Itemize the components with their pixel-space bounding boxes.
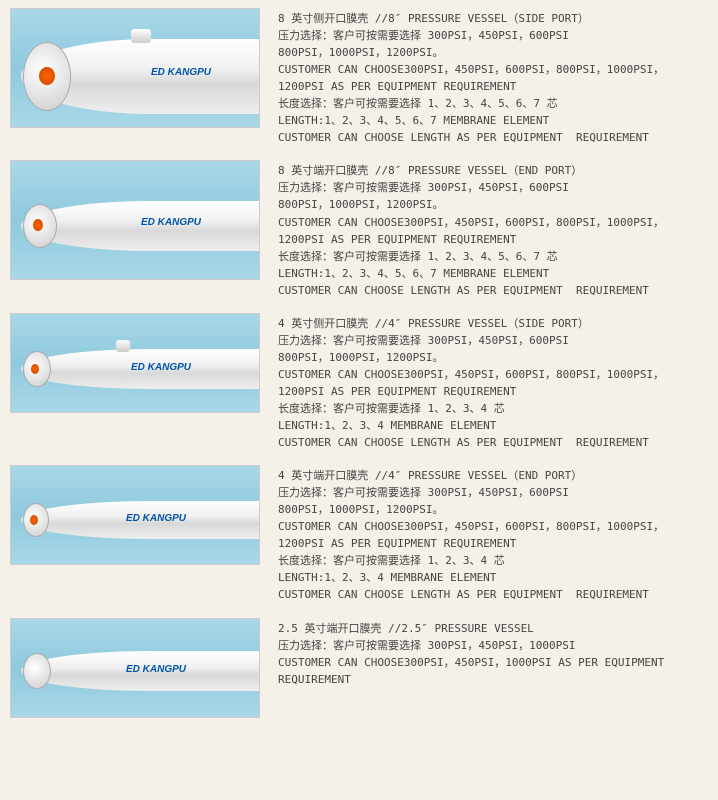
brand-logo: ED KANGPU (126, 513, 186, 524)
spec-line: 8 英寸端开口膜壳 //8″ PRESSURE VESSEL（END PORT） (278, 162, 708, 179)
spec-line: 压力选择：客户可按需要选择 300PSI，450PSI，600PSI (278, 27, 708, 44)
spec-line: 8 英寸侧开口膜壳 //8″ PRESSURE VESSEL（SIDE PORT… (278, 10, 708, 27)
spec-line: 压力选择：客户可按需要选择 300PSI，450PSI，600PSI (278, 179, 708, 196)
spec-line: 800PSI，1000PSI，1200PSI。 (278, 196, 708, 213)
product-description: 2.5 英寸端开口膜壳 //2.5″ PRESSURE VESSEL 压力选择：… (278, 618, 708, 688)
vessel-center (31, 364, 39, 374)
spec-line: CUSTOMER CAN CHOOSE300PSI，450PSI，600PSI，… (278, 518, 708, 535)
product-image-4inch-end: ED KANGPU (10, 465, 260, 565)
vessel-endcap (23, 653, 51, 689)
spec-line: 1200PSI AS PER EQUIPMENT REQUIREMENT (278, 78, 708, 95)
spec-line: 1200PSI AS PER EQUIPMENT REQUIREMENT (278, 383, 708, 400)
spec-line: 1200PSI AS PER EQUIPMENT REQUIREMENT (278, 535, 708, 552)
spec-line: LENGTH:1、2、3、4、5、6、7 MEMBRANE ELEMENT (278, 265, 708, 282)
brand-logo: ED KANGPU (151, 67, 211, 78)
spec-line: 2.5 英寸端开口膜壳 //2.5″ PRESSURE VESSEL (278, 620, 708, 637)
spec-line: CUSTOMER CAN CHOOSE300PSI，450PSI，600PSI，… (278, 214, 708, 231)
product-description: 8 英寸端开口膜壳 //8″ PRESSURE VESSEL（END PORT）… (278, 160, 708, 298)
spec-line: 1200PSI AS PER EQUIPMENT REQUIREMENT (278, 231, 708, 248)
spec-line: LENGTH:1、2、3、4 MEMBRANE ELEMENT (278, 417, 708, 434)
brand-logo: ED KANGPU (131, 362, 191, 373)
spec-line: LENGTH:1、2、3、4 MEMBRANE ELEMENT (278, 569, 708, 586)
product-description: 4 英寸端开口膜壳 //4″ PRESSURE VESSEL（END PORT）… (278, 465, 708, 603)
spec-line: 4 英寸侧开口膜壳 //4″ PRESSURE VESSEL（SIDE PORT… (278, 315, 708, 332)
side-port (131, 29, 151, 43)
spec-line: 压力选择：客户可按需要选择 300PSI，450PSI，600PSI (278, 332, 708, 349)
spec-line: 800PSI，1000PSI，1200PSI。 (278, 501, 708, 518)
spec-line: CUSTOMER CAN CHOOSE300PSI，450PSI，600PSI，… (278, 366, 708, 383)
brand-logo: ED KANGPU (141, 217, 201, 228)
product-row: ED KANGPU 4 英寸侧开口膜壳 //4″ PRESSURE VESSEL… (0, 313, 718, 451)
spec-line: LENGTH:1、2、3、4、5、6、7 MEMBRANE ELEMENT (278, 112, 708, 129)
spec-line: 800PSI，1000PSI，1200PSI。 (278, 349, 708, 366)
spec-line: 长度选择：客户可按需要选择 1、2、3、4 芯 (278, 552, 708, 569)
spec-line: CUSTOMER CAN CHOOSE LENGTH AS PER EQUIPM… (278, 586, 708, 603)
brand-logo: ED KANGPU (126, 664, 186, 675)
spec-line: 800PSI，1000PSI，1200PSI。 (278, 44, 708, 61)
product-row: ED KANGPU 8 英寸端开口膜壳 //8″ PRESSURE VESSEL… (0, 160, 718, 298)
spec-line: CUSTOMER CAN CHOOSE300PSI，450PSI，1000PSI… (278, 654, 708, 671)
product-image-4inch-side: ED KANGPU (10, 313, 260, 413)
vessel-center (39, 67, 55, 85)
product-row: ED KANGPU 2.5 英寸端开口膜壳 //2.5″ PRESSURE VE… (0, 618, 718, 718)
spec-line: CUSTOMER CAN CHOOSE300PSI，450PSI，600PSI，… (278, 61, 708, 78)
product-row: ED KANGPU 4 英寸端开口膜壳 //4″ PRESSURE VESSEL… (0, 465, 718, 603)
spec-line: 4 英寸端开口膜壳 //4″ PRESSURE VESSEL（END PORT） (278, 467, 708, 484)
spec-line: 长度选择：客户可按需要选择 1、2、3、4、5、6、7 芯 (278, 95, 708, 112)
spec-line: CUSTOMER CAN CHOOSE LENGTH AS PER EQUIPM… (278, 129, 708, 146)
spec-line: REQUIREMENT (278, 671, 708, 688)
product-row: ED KANGPU 8 英寸侧开口膜壳 //8″ PRESSURE VESSEL… (0, 8, 718, 146)
spec-line: 压力选择：客户可按需要选择 300PSI，450PSI，600PSI (278, 484, 708, 501)
spec-line: CUSTOMER CAN CHOOSE LENGTH AS PER EQUIPM… (278, 282, 708, 299)
product-image-8inch-end: ED KANGPU (10, 160, 260, 280)
product-description: 4 英寸侧开口膜壳 //4″ PRESSURE VESSEL（SIDE PORT… (278, 313, 708, 451)
side-port (116, 340, 130, 352)
product-description: 8 英寸侧开口膜壳 //8″ PRESSURE VESSEL（SIDE PORT… (278, 8, 708, 146)
spec-line: 压力选择：客户可按需要选择 300PSI，450PSI，1000PSI (278, 637, 708, 654)
spec-line: 长度选择：客户可按需要选择 1、2、3、4 芯 (278, 400, 708, 417)
spec-line: CUSTOMER CAN CHOOSE LENGTH AS PER EQUIPM… (278, 434, 708, 451)
product-image-8inch-side: ED KANGPU (10, 8, 260, 128)
product-image-2-5inch: ED KANGPU (10, 618, 260, 718)
spec-line: 长度选择：客户可按需要选择 1、2、3、4、5、6、7 芯 (278, 248, 708, 265)
